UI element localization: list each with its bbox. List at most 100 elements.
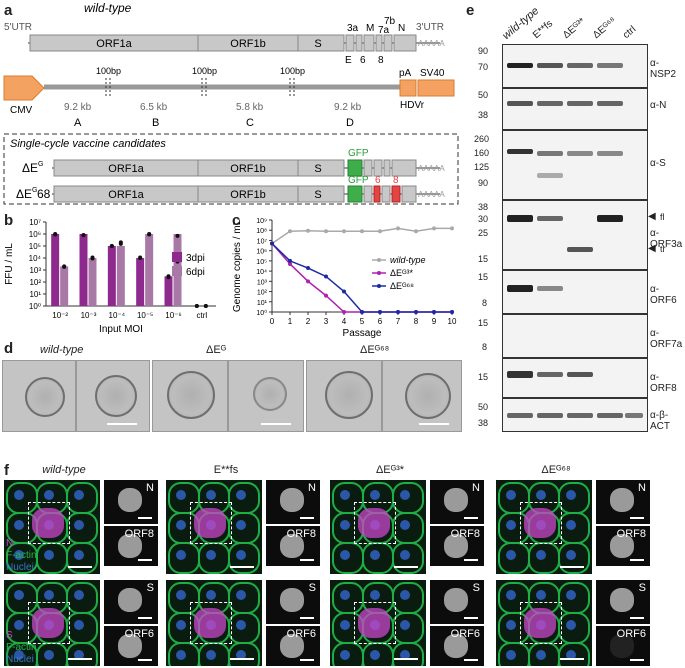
stain-signal (610, 634, 634, 658)
stain-signal (444, 634, 468, 658)
arrow-label-fl: fl (660, 212, 665, 222)
chart-c-xtick: 8 (414, 317, 419, 326)
mw-orf7a-8: 8 (482, 342, 488, 352)
nucleus (14, 550, 24, 560)
chart-c-ytick: 10¹ (257, 300, 268, 307)
nucleus (206, 550, 216, 560)
blot-nsp2 (502, 44, 648, 88)
scale-bar (300, 659, 314, 661)
nucleus (370, 550, 380, 560)
if-channel-legend: N (6, 538, 14, 549)
cell-outline (66, 642, 98, 666)
if-zoom-thumbnail: ORF6 (266, 626, 320, 666)
if-main-image (330, 480, 426, 574)
stain-signal (280, 588, 304, 612)
scale-bar (300, 559, 314, 561)
if-main-image (496, 580, 592, 666)
thumbnail-channel-label: N (472, 482, 480, 494)
chart-b-point (166, 275, 171, 280)
panel-label-b: b (4, 212, 14, 229)
chart-c-point (342, 229, 346, 234)
chart-c-xtick: 9 (432, 317, 437, 326)
chart-b-legend-swatch (172, 266, 182, 276)
blot-n (502, 88, 648, 130)
chart-c-ytick: 10³ (257, 279, 268, 286)
nucleus (340, 490, 350, 500)
nucleus (176, 490, 186, 500)
nucleus (206, 490, 216, 500)
if-channel-legend: Nuclei (6, 562, 34, 573)
em-image-wt-2 (76, 360, 150, 432)
nucleus (236, 620, 246, 630)
scale-bar (630, 617, 644, 619)
chart-c-point (414, 310, 418, 314)
em-title-wt: wild-type (40, 344, 84, 356)
if-zoom-thumbnail: N (430, 480, 484, 524)
scale-bar (68, 566, 92, 568)
chart-b-bar (116, 246, 125, 306)
bp-label-3: 100bp (280, 66, 305, 76)
fragment-letter-a: A (74, 117, 82, 129)
zoom-region-box (28, 602, 70, 644)
cell-outline (228, 642, 260, 666)
if-main-image (496, 480, 592, 574)
wb-label-orf6: α-ORF6 (650, 284, 677, 306)
arrow-label-tr: tr (660, 244, 666, 254)
nucleus (400, 620, 410, 630)
mw-s-125: 125 (474, 162, 490, 172)
chart-b-point (203, 304, 208, 308)
chart-c-point (342, 310, 346, 314)
stain-signal (444, 588, 468, 612)
hdvr-label: HDVr (400, 100, 425, 111)
cell-outline (66, 542, 98, 574)
thumbnail-channel-label: S (146, 582, 154, 594)
nucleus (400, 650, 410, 660)
if-main-image (166, 580, 262, 666)
panel-label-d: d (4, 340, 14, 357)
gene-label-m: M (366, 23, 374, 34)
wb-label-actin: α-β-ACT (650, 410, 670, 432)
chart-c-legend-label: ΔEᴳ³* (390, 268, 413, 278)
scale-bar (300, 517, 314, 519)
chart-c-point (306, 266, 310, 271)
chart-c-point (288, 258, 292, 263)
deleted-orf8 (391, 185, 401, 203)
stain-signal (280, 534, 304, 558)
nucleus (14, 520, 24, 530)
polya-candidate-1: AAAAA (418, 164, 445, 173)
chart-c-legend-label: wild-type (390, 255, 426, 265)
chart-b-xtick: 10⁻⁶ (165, 311, 181, 320)
nucleus (44, 650, 54, 660)
chart-b-xtick: ctrl (196, 311, 207, 320)
if-zoom-thumbnail: ORF6 (104, 626, 158, 666)
chart-b-ytick: 10⁰ (29, 302, 41, 311)
thumbnail-channel-label: ORF6 (616, 628, 646, 640)
infected-cell-signal (32, 608, 64, 638)
if-zoom-thumbnail: S (266, 580, 320, 624)
chart-c-xtick: 5 (360, 317, 365, 326)
nucleus (370, 590, 380, 600)
if-zoom-thumbnail: ORF8 (430, 526, 484, 566)
nucleus (14, 490, 24, 500)
red-label-8: 8 (393, 175, 399, 186)
chart-c-ytick: 10² (257, 290, 268, 297)
mw-actin-38: 38 (478, 418, 489, 428)
blot-orf7a (502, 314, 648, 358)
zoom-region-box (520, 602, 562, 644)
gene-label-8: 8 (378, 55, 384, 66)
em-image-deg-2 (228, 360, 304, 432)
nucleus (176, 520, 186, 530)
stain-signal (610, 488, 634, 512)
em-image-wt-1 (2, 360, 76, 432)
chart-c-point (324, 293, 328, 298)
nucleus (400, 490, 410, 500)
scale-bar (464, 659, 478, 661)
utr3-label: 3'UTR (416, 22, 444, 33)
thumbnail-channel-label: ORF8 (286, 528, 316, 540)
zoom-region-box (520, 502, 562, 544)
chart-b-bar (136, 258, 145, 306)
stain-signal (444, 488, 468, 512)
fragment-letter-c: C (246, 117, 254, 129)
gfp-label-2: GFP (348, 175, 369, 186)
